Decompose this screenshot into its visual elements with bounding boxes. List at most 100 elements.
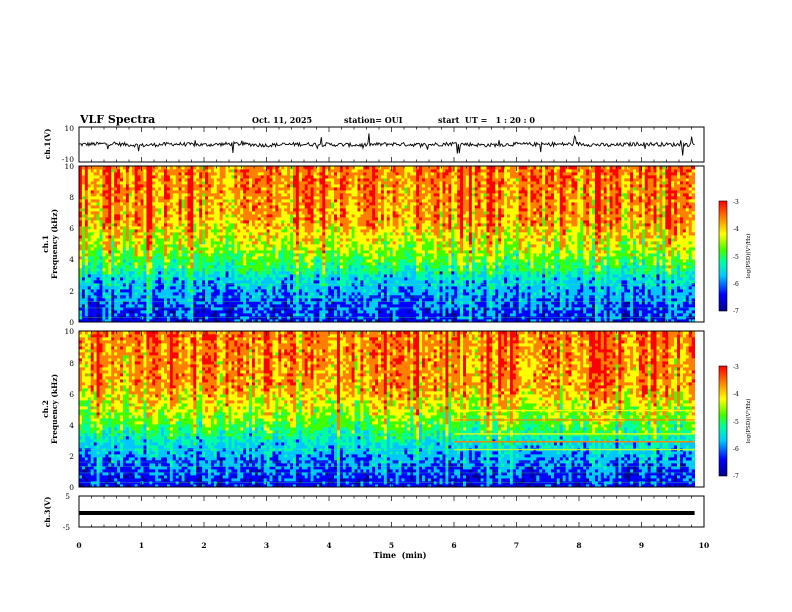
spectrogram-cell	[216, 166, 221, 170]
spectrogram-cell	[181, 178, 185, 182]
spectrogram-cell	[310, 226, 314, 230]
spectrogram-cell	[342, 292, 347, 296]
spectrogram-cell	[240, 244, 244, 248]
spectrogram-cell	[187, 298, 191, 302]
spectrogram-cell	[313, 250, 317, 254]
spectrogram-cell	[96, 289, 100, 293]
spectrogram-cell	[272, 301, 276, 305]
spectrogram-cell	[237, 256, 241, 260]
spectrogram-cell	[143, 310, 147, 314]
spectrogram-cell	[348, 277, 353, 281]
spectrogram-cell	[117, 274, 121, 278]
spectrogram-cell	[140, 172, 144, 176]
spectrogram-cell	[275, 304, 279, 308]
spectrogram-cell	[155, 178, 159, 182]
spectrogram-cell	[240, 202, 244, 206]
spectrogram-cell	[105, 211, 109, 215]
spectrogram-cell	[334, 226, 338, 230]
spectrogram-cell	[339, 265, 344, 269]
spectrogram-cell	[175, 280, 180, 284]
spectrogram-cell	[102, 241, 106, 245]
spectrogram-cell	[304, 193, 309, 197]
spectrogram-cell	[146, 253, 150, 257]
spectrogram-cell	[181, 232, 185, 236]
spectrogram-cell	[84, 253, 89, 257]
spectrogram-cell	[263, 271, 268, 275]
spectrogram-cell	[336, 307, 341, 311]
spectrogram-cell	[184, 286, 188, 290]
spectrogram-cell	[137, 193, 141, 197]
spectrogram-cell	[269, 196, 273, 200]
spectrogram-cell	[128, 238, 133, 242]
spectrogram-cell	[301, 223, 306, 227]
spectrogram-cell	[254, 232, 259, 236]
spectrogram-cell	[278, 307, 282, 311]
spectrogram-cell	[190, 286, 194, 290]
spectrogram-cell	[278, 241, 282, 245]
spectrogram-cell	[137, 277, 141, 281]
spectrogram-cell	[99, 298, 103, 302]
spectrogram-cell	[190, 307, 194, 311]
spectrogram-cell	[140, 301, 144, 305]
spectrogram-cell	[295, 184, 300, 188]
spectrogram-cell	[102, 238, 106, 242]
spectrogram-cell	[131, 277, 136, 281]
spectrogram-cell	[246, 214, 250, 218]
spectrogram-cell	[87, 190, 92, 194]
spectrogram-cell	[117, 316, 121, 320]
spectrogram-cell	[187, 184, 191, 188]
spectrogram-cell	[240, 304, 244, 308]
spectrogram-cell	[134, 298, 139, 302]
spectrogram-cell	[146, 202, 150, 206]
spectrogram-cell	[105, 184, 109, 188]
spectrogram-cell	[207, 238, 212, 242]
spectrogram-cell	[158, 250, 162, 254]
spectrogram-cell	[199, 211, 203, 215]
spectrogram-cell	[272, 172, 276, 176]
spectrogram-cell	[164, 229, 168, 233]
spectrogram-cell	[257, 202, 262, 206]
spectrogram-cell	[240, 253, 244, 257]
spectrogram-cell	[307, 310, 311, 314]
spectrogram-cell	[137, 178, 141, 182]
spectrogram-cell	[287, 211, 291, 215]
spectrogram-cell	[155, 220, 159, 224]
spectrogram-cell	[120, 214, 124, 218]
spectrogram-cell	[237, 298, 241, 302]
spectrogram-cell	[108, 247, 112, 251]
spectrogram-cell	[187, 268, 191, 272]
spectrogram-cell	[79, 178, 83, 182]
spectrogram-cell	[122, 316, 127, 320]
spectrogram-cell	[287, 196, 291, 200]
spectrogram-cell	[199, 268, 203, 272]
spectrogram-cell	[351, 253, 355, 257]
spectrogram-cell	[260, 259, 265, 263]
spectrogram-cell	[257, 214, 262, 218]
spectrogram-cell	[313, 274, 317, 278]
spectrogram-cell	[290, 235, 294, 239]
spectrogram-cell	[278, 316, 282, 320]
spectrogram-cell	[257, 220, 262, 224]
spectrogram-cell	[175, 205, 180, 209]
spectrogram-cell	[137, 319, 141, 323]
spectrogram-cell	[137, 211, 141, 215]
spectrogram-cell	[190, 256, 194, 260]
spectrogram-cell	[213, 265, 218, 269]
spectrogram-cell	[196, 172, 200, 176]
spectrogram-cell	[196, 217, 200, 221]
spectrogram-cell	[222, 214, 226, 218]
spectrogram-cell	[114, 259, 118, 263]
spectrogram-cell	[313, 196, 317, 200]
spectrogram-cell	[131, 226, 136, 230]
spectrogram-cell	[146, 313, 150, 317]
spectrogram-cell	[196, 181, 200, 185]
spectrogram-cell	[322, 169, 326, 173]
spectrogram-cell	[237, 268, 241, 272]
spectrogram-cell	[178, 319, 182, 323]
spectrogram-cell	[322, 178, 326, 182]
spectrogram-cell	[207, 244, 212, 248]
spectrogram-cell	[342, 193, 347, 197]
spectrogram-cell	[234, 277, 238, 281]
spectrogram-cell	[169, 289, 174, 293]
spectrogram-cell	[345, 265, 350, 269]
